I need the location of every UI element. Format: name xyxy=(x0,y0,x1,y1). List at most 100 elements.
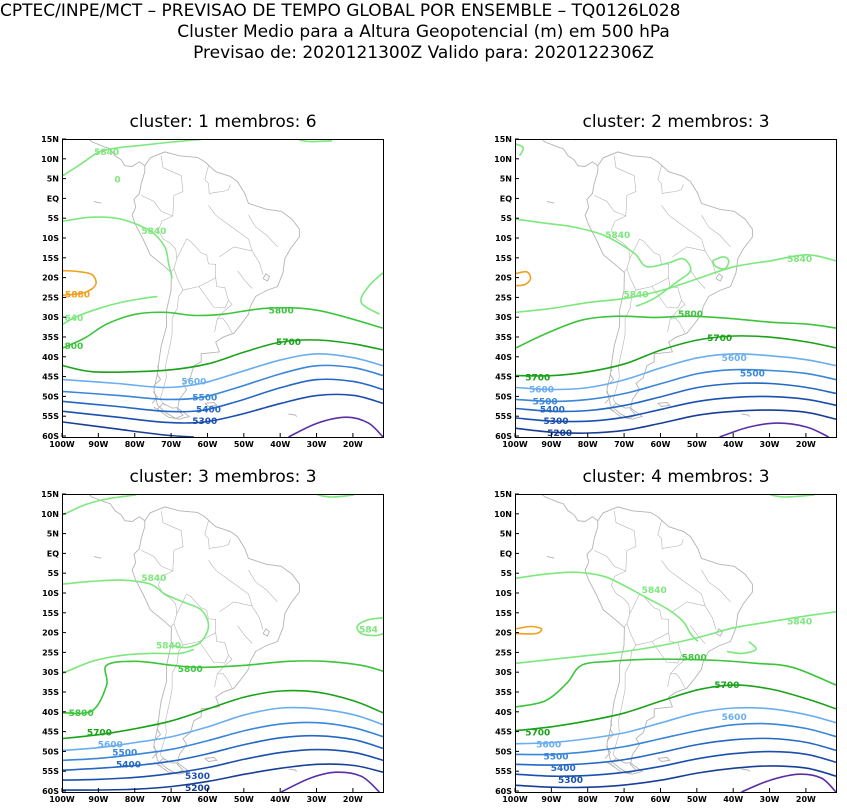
coastline-segment xyxy=(541,495,599,522)
lat-tick-label: 40S xyxy=(42,353,59,362)
lat-tick-label: 15N xyxy=(494,490,512,499)
map-panel-cluster-3: cluster: 3 membros: 3 5840 584 5840 5800 580… xyxy=(27,465,387,810)
lat-tick-label: 40S xyxy=(495,353,512,362)
contour-line xyxy=(516,765,836,789)
country-border xyxy=(248,570,278,603)
contour-line xyxy=(516,382,836,413)
contour-line xyxy=(516,409,836,434)
contour-line xyxy=(516,368,836,403)
coastline-segment xyxy=(715,273,724,282)
lat-tick-label: 45S xyxy=(495,373,512,382)
contour-label: 5700 xyxy=(707,334,732,344)
contour-line xyxy=(711,255,730,270)
coastline-segment xyxy=(546,200,555,204)
country-border xyxy=(610,215,631,273)
lat-tick-label: 10N xyxy=(41,510,59,519)
coastline-segment xyxy=(609,402,644,420)
lat-tick-label: 35S xyxy=(495,333,512,342)
country-border xyxy=(198,632,229,664)
country-border xyxy=(661,205,717,275)
contour-label: 5700 xyxy=(714,681,739,691)
coastline-segment xyxy=(262,273,271,282)
contour-line xyxy=(280,771,380,792)
lon-tick-label: 70W xyxy=(614,440,634,449)
coastline-segment xyxy=(156,402,191,420)
lat-tick-label: EQ xyxy=(500,194,512,203)
lon-tick-label: 20W xyxy=(343,440,363,449)
country-borders xyxy=(141,155,278,406)
lon-tick-label: 70W xyxy=(161,440,181,449)
contour-label: 5200 xyxy=(547,429,572,437)
contour-label: 5200 xyxy=(185,784,210,792)
contour-line xyxy=(516,737,836,766)
contour-line xyxy=(63,393,383,424)
contour-line xyxy=(63,734,383,771)
coastline-segment xyxy=(609,757,644,775)
contour-line xyxy=(516,611,836,665)
country-border xyxy=(657,165,684,194)
lat-tick-label: 25S xyxy=(42,293,59,302)
contour-line xyxy=(516,571,699,643)
country-border xyxy=(208,205,264,275)
lon-tick-label: 60W xyxy=(650,440,670,449)
contour-label: 5800 xyxy=(178,665,203,675)
lat-tick-label: 5N xyxy=(500,175,512,184)
map-frame: 5840 5840 5840 5800 5700 5600 5500 5700 5600 5500… xyxy=(515,139,837,438)
lat-tick-label: 15N xyxy=(41,490,59,499)
country-border xyxy=(157,570,178,628)
contour-line xyxy=(63,748,383,781)
coastline-segment xyxy=(153,373,162,386)
contour-line xyxy=(317,495,354,498)
lat-tick-label: 60S xyxy=(42,432,59,441)
contour-label: 5700 xyxy=(525,729,550,739)
contour-line xyxy=(770,495,815,498)
lat-tick-label: 5N xyxy=(47,530,59,539)
lat-tick-label: 10S xyxy=(42,234,59,243)
coastline-segment xyxy=(131,506,300,774)
contour-line xyxy=(63,140,204,177)
contour-line xyxy=(516,706,836,745)
lat-tick-label: 5S xyxy=(501,214,513,223)
lat-tick-label: 55S xyxy=(42,767,59,776)
coastline-segment xyxy=(93,555,102,559)
country-border xyxy=(594,510,637,572)
contour-label: 800 xyxy=(65,342,84,352)
geopotential-contours xyxy=(63,495,383,792)
contour-line xyxy=(63,216,173,279)
lat-tick-label: 50S xyxy=(42,747,59,756)
lat-tick-label: 35S xyxy=(42,688,59,697)
coastline-segment xyxy=(88,495,146,522)
contour-line xyxy=(516,684,836,732)
country-border xyxy=(217,673,233,689)
lat-tick-label: 55S xyxy=(495,412,512,421)
contour-label: 5400 xyxy=(551,764,576,774)
coastline-segment xyxy=(153,728,162,741)
coastline-segment xyxy=(541,140,599,167)
country-border xyxy=(610,570,631,628)
contour-line xyxy=(63,378,383,413)
lat-tick-label: 10N xyxy=(494,510,512,519)
country-borders xyxy=(594,510,731,761)
lat-tick-label: 5S xyxy=(501,569,513,578)
map-plot: 5840 0 5840 5880 640 5800 800 5700 5600 5500 5400 5… xyxy=(63,140,383,437)
coastline-segment xyxy=(131,151,300,419)
contour-label: 5840 xyxy=(787,255,812,265)
lat-tick-label: 15S xyxy=(495,254,512,263)
lon-tick-label: 50W xyxy=(234,440,254,449)
lon-tick-label: 40W xyxy=(270,440,290,449)
lat-tick-label: 10S xyxy=(42,589,59,598)
country-border xyxy=(690,625,706,644)
contour-line xyxy=(516,218,692,308)
contour-line xyxy=(516,750,836,778)
lat-tick-label: EQ xyxy=(47,194,59,203)
country-border xyxy=(159,289,184,406)
lat-tick-label: 45S xyxy=(42,373,59,382)
country-borders xyxy=(141,510,278,761)
contour-label: 5600 xyxy=(98,741,123,751)
lat-tick-label: 10S xyxy=(495,589,512,598)
panel-title: cluster: 2 membros: 3 xyxy=(582,112,770,132)
lat-tick-label: 45S xyxy=(42,728,59,737)
panel-title: cluster: 4 membros: 3 xyxy=(582,467,770,487)
coastlines xyxy=(541,495,753,775)
